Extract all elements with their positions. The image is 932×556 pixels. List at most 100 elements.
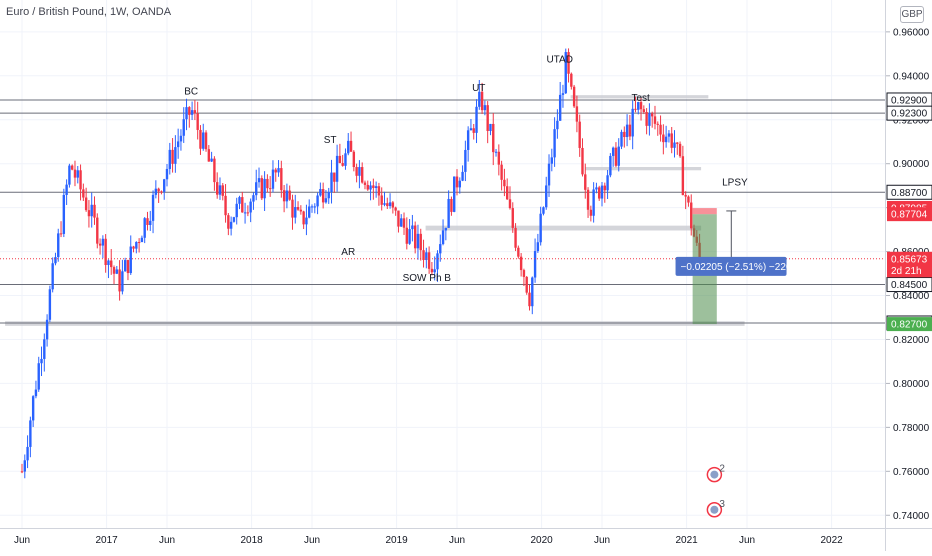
candle-body	[171, 149, 174, 164]
candle-body	[684, 195, 687, 197]
candle-body	[670, 133, 673, 148]
candle-body	[73, 169, 77, 178]
drawing-overlay[interactable]: −0.02205 (−2.51%) −220.5 2 3	[0, 208, 885, 518]
candle-body	[469, 128, 473, 131]
time-axis[interactable]: Jun 2017 Jun 2018 Jun 2019 Jun 2020 Jun 2021 Jun 20…	[0, 528, 885, 551]
candle-body	[335, 155, 339, 182]
candle-body	[369, 185, 372, 190]
candle-body	[425, 252, 428, 261]
time-tick-label: Jun	[14, 535, 30, 546]
candle-body	[93, 204, 96, 218]
event-badge-count: 2	[719, 464, 725, 475]
candle-body	[204, 132, 208, 150]
candle-body	[280, 168, 283, 191]
candle-body	[486, 105, 489, 131]
event-badge-count: 3	[719, 499, 725, 510]
range-zone[interactable]	[570, 95, 709, 99]
candle-body	[662, 134, 665, 143]
support-resistance-lines[interactable]	[0, 99, 885, 324]
candle-body	[617, 146, 620, 166]
candle-body	[79, 170, 82, 190]
candle-body	[667, 133, 671, 137]
candle-body	[400, 218, 403, 227]
price-tag[interactable]	[887, 317, 932, 332]
candle-body	[87, 210, 91, 217]
annotation-label: Test	[631, 93, 650, 104]
candle-body	[631, 108, 634, 137]
candle-body	[416, 233, 420, 249]
currency-button[interactable]: GBP	[900, 6, 924, 23]
level-price-tag[interactable]	[886, 105, 932, 121]
candle-body	[232, 217, 236, 222]
candle-body	[645, 112, 648, 126]
candle-body	[586, 189, 590, 210]
time-tick-label: 2017	[95, 535, 118, 546]
price-tag[interactable]	[887, 263, 932, 278]
candle-body	[338, 155, 342, 164]
candle-body	[20, 471, 24, 473]
price-tag[interactable]	[887, 207, 932, 222]
annotation-label: ST	[324, 135, 337, 146]
candle-body	[333, 172, 336, 182]
annotation-label: LPSY	[722, 178, 748, 189]
candle-body	[531, 277, 534, 307]
candle-body	[40, 358, 43, 364]
candles	[20, 48, 701, 479]
candle-body	[26, 446, 29, 461]
candle-body	[550, 157, 554, 164]
price-tick-label: 0.82000	[893, 335, 930, 346]
candle-body	[104, 238, 107, 266]
price-chart[interactable]: −0.02205 (−2.51%) −220.5 2 3 BC ST AR SOW Ph …	[0, 0, 885, 528]
candle-body	[386, 203, 389, 207]
price-tag[interactable]	[887, 251, 932, 266]
candle-body	[29, 420, 32, 447]
candle-body	[255, 182, 258, 196]
candle-body	[528, 292, 531, 307]
candle-body	[188, 107, 191, 115]
candle-body	[402, 218, 406, 228]
price-tick-label: 0.74000	[893, 511, 930, 522]
price-tag-label: 0.87704	[891, 210, 928, 221]
candle-body	[472, 128, 475, 133]
candle-body	[179, 135, 183, 142]
candle-body	[598, 187, 601, 199]
candle-body	[648, 113, 651, 126]
candle-body	[54, 257, 57, 264]
candle-body	[625, 124, 629, 138]
range-zone[interactable]	[5, 321, 745, 326]
candle-body	[650, 113, 654, 117]
candle-body	[581, 147, 584, 175]
candle-body	[182, 119, 185, 136]
candle-body	[123, 260, 127, 272]
measure-label-box[interactable]	[675, 256, 787, 276]
range-zone[interactable]	[425, 225, 702, 231]
candle-body	[600, 185, 604, 199]
candle-body	[525, 276, 528, 293]
candle-body	[508, 199, 512, 209]
price-axis[interactable]: 0.960000.940000.920000.900000.880000.860…	[885, 0, 932, 528]
stop-zone[interactable]	[692, 208, 717, 215]
candle-body	[634, 108, 637, 110]
candle-body	[341, 163, 344, 166]
candle-body	[589, 209, 593, 216]
candle-body	[305, 217, 308, 225]
candle-body	[249, 201, 252, 213]
candle-body	[419, 233, 422, 251]
candle-body	[76, 170, 79, 178]
candle-body	[90, 204, 93, 217]
candle-body	[165, 168, 169, 180]
candle-body	[620, 131, 623, 147]
price-tick-label: 0.76000	[893, 467, 930, 478]
range-zone[interactable]	[585, 166, 702, 171]
candle-body	[327, 191, 330, 199]
level-price-tag[interactable]	[886, 277, 932, 293]
candle-body	[268, 188, 272, 190]
candle-body	[489, 123, 492, 131]
candle-body	[157, 188, 160, 192]
candle-body	[505, 186, 509, 200]
candle-body	[140, 237, 144, 243]
candle-body	[282, 190, 286, 202]
candle-body	[539, 213, 542, 243]
level-price-tag[interactable]	[886, 184, 932, 200]
candle-body	[664, 136, 668, 143]
